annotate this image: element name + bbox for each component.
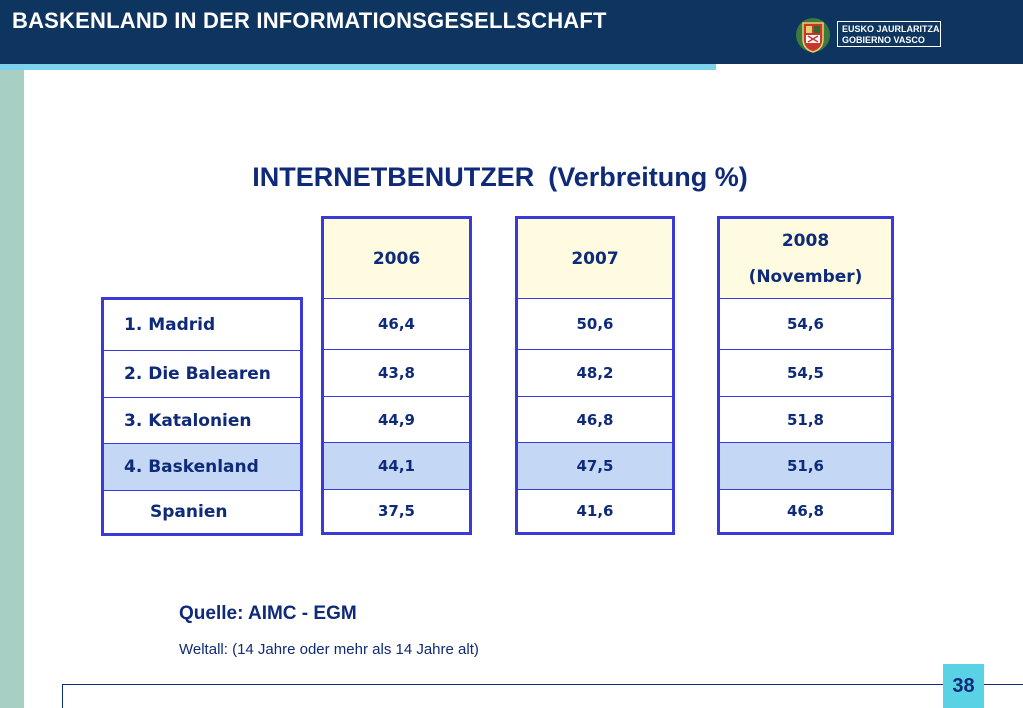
region-label: Spanien — [102, 490, 302, 535]
value-cell: 54,6 — [718, 298, 893, 350]
header-title: BASKENLAND IN DER INFORMATIONSGESELLSCHA… — [12, 8, 607, 33]
value-cell: 54,5 — [718, 349, 893, 397]
header-accent-stripe — [0, 64, 716, 70]
value-cell: 46,8 — [718, 489, 893, 534]
year-label: 2007 — [571, 248, 619, 269]
value-cell: 43,8 — [322, 349, 471, 397]
year-header: 2006 — [322, 217, 471, 299]
header-bar: BASKENLAND IN DER INFORMATIONSGESELLSCHA… — [0, 0, 1023, 64]
value-cell: 44,9 — [322, 396, 471, 443]
left-accent-bar — [0, 70, 24, 708]
source-label: Quelle: AIMC - EGM — [179, 603, 357, 624]
value-cell-highlighted: 47,5 — [516, 442, 674, 490]
logo-line-2: GOBIERNO VASCO — [842, 35, 925, 45]
year-column-2006: 2006 46,4 43,8 44,9 44,1 37,5 — [321, 216, 472, 535]
year-header: 2007 — [516, 217, 674, 299]
page-number: 38 — [943, 664, 984, 708]
footer-divider — [62, 684, 1023, 685]
title-subtitle: (Verbreitung %) — [548, 162, 748, 192]
region-label: 2. Die Balearen — [102, 350, 302, 398]
logo-wordmark: EUSKO JAURLARITZA GOBIERNO VASCO — [837, 21, 941, 47]
year-sublabel: (November) — [748, 266, 863, 287]
value-cell: 41,6 — [516, 489, 674, 534]
value-cell: 48,2 — [516, 349, 674, 397]
region-label: 3. Katalonien — [102, 397, 302, 444]
year-column-2007: 2007 50,6 48,2 46,8 47,5 41,6 — [515, 216, 675, 535]
year-column-2008: 2008 (November) 54,6 54,5 51,8 51,6 46,8 — [717, 216, 894, 535]
value-cell: 51,8 — [718, 396, 893, 443]
region-label: 1. Madrid — [102, 298, 302, 351]
year-header: 2008 (November) — [718, 217, 893, 299]
title-main: INTERNETBENUTZER — [252, 162, 535, 192]
footer-divider-vertical — [62, 684, 63, 708]
page-title: INTERNETBENUTZER (Verbreitung %) — [0, 162, 1000, 193]
value-cell-highlighted: 44,1 — [322, 442, 471, 490]
value-cell: 46,4 — [322, 298, 471, 350]
region-label-highlighted: 4. Baskenland — [102, 443, 302, 491]
year-label: 2006 — [372, 248, 421, 269]
value-cell: 37,5 — [322, 489, 471, 534]
value-cell: 46,8 — [516, 396, 674, 443]
population-note: Weltall: (14 Jahre oder mehr als 14 Jahr… — [179, 641, 479, 658]
value-cell: 50,6 — [516, 298, 674, 350]
region-table: 1. Madrid 2. Die Balearen 3. Katalonien … — [101, 297, 303, 536]
year-label: 2008 — [781, 230, 830, 251]
coat-of-arms-icon — [796, 18, 830, 53]
value-cell-highlighted: 51,6 — [718, 442, 893, 490]
logo-line-1: EUSKO JAURLARITZA — [842, 24, 940, 34]
